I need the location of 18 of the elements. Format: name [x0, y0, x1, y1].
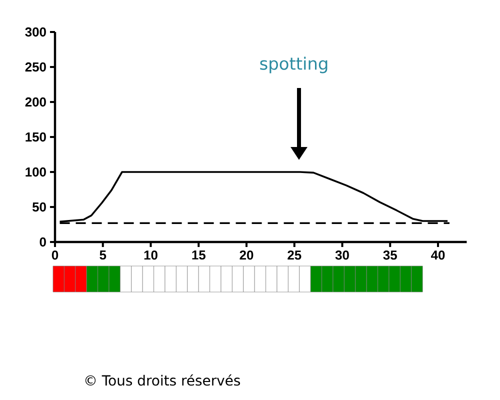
- x-tick-label: 0: [52, 250, 58, 260]
- x-tick-label: 5: [100, 250, 106, 260]
- y-tick-label: 0: [40, 237, 46, 247]
- y-tick-label: 150: [26, 132, 46, 142]
- x-tick-label: 10: [144, 250, 158, 260]
- x-tick-label: 35: [383, 250, 397, 260]
- x-tick-label: 20: [240, 250, 254, 260]
- annotation: spotting: [260, 56, 328, 74]
- text: © Tous droits réservés: [85, 374, 240, 386]
- x-tick-label: 25: [288, 250, 302, 260]
- y-tick-label: 250: [25, 62, 46, 72]
- y-tick-label: 200: [25, 97, 46, 107]
- y-tick-label: 50: [32, 202, 46, 212]
- x-tick-label: 15: [192, 250, 206, 260]
- y-tick-label: 100: [26, 167, 46, 177]
- x-tick-label: 30: [335, 250, 349, 260]
- x-tick-label: 40: [431, 250, 445, 260]
- y-tick-label: 300: [25, 27, 46, 37]
